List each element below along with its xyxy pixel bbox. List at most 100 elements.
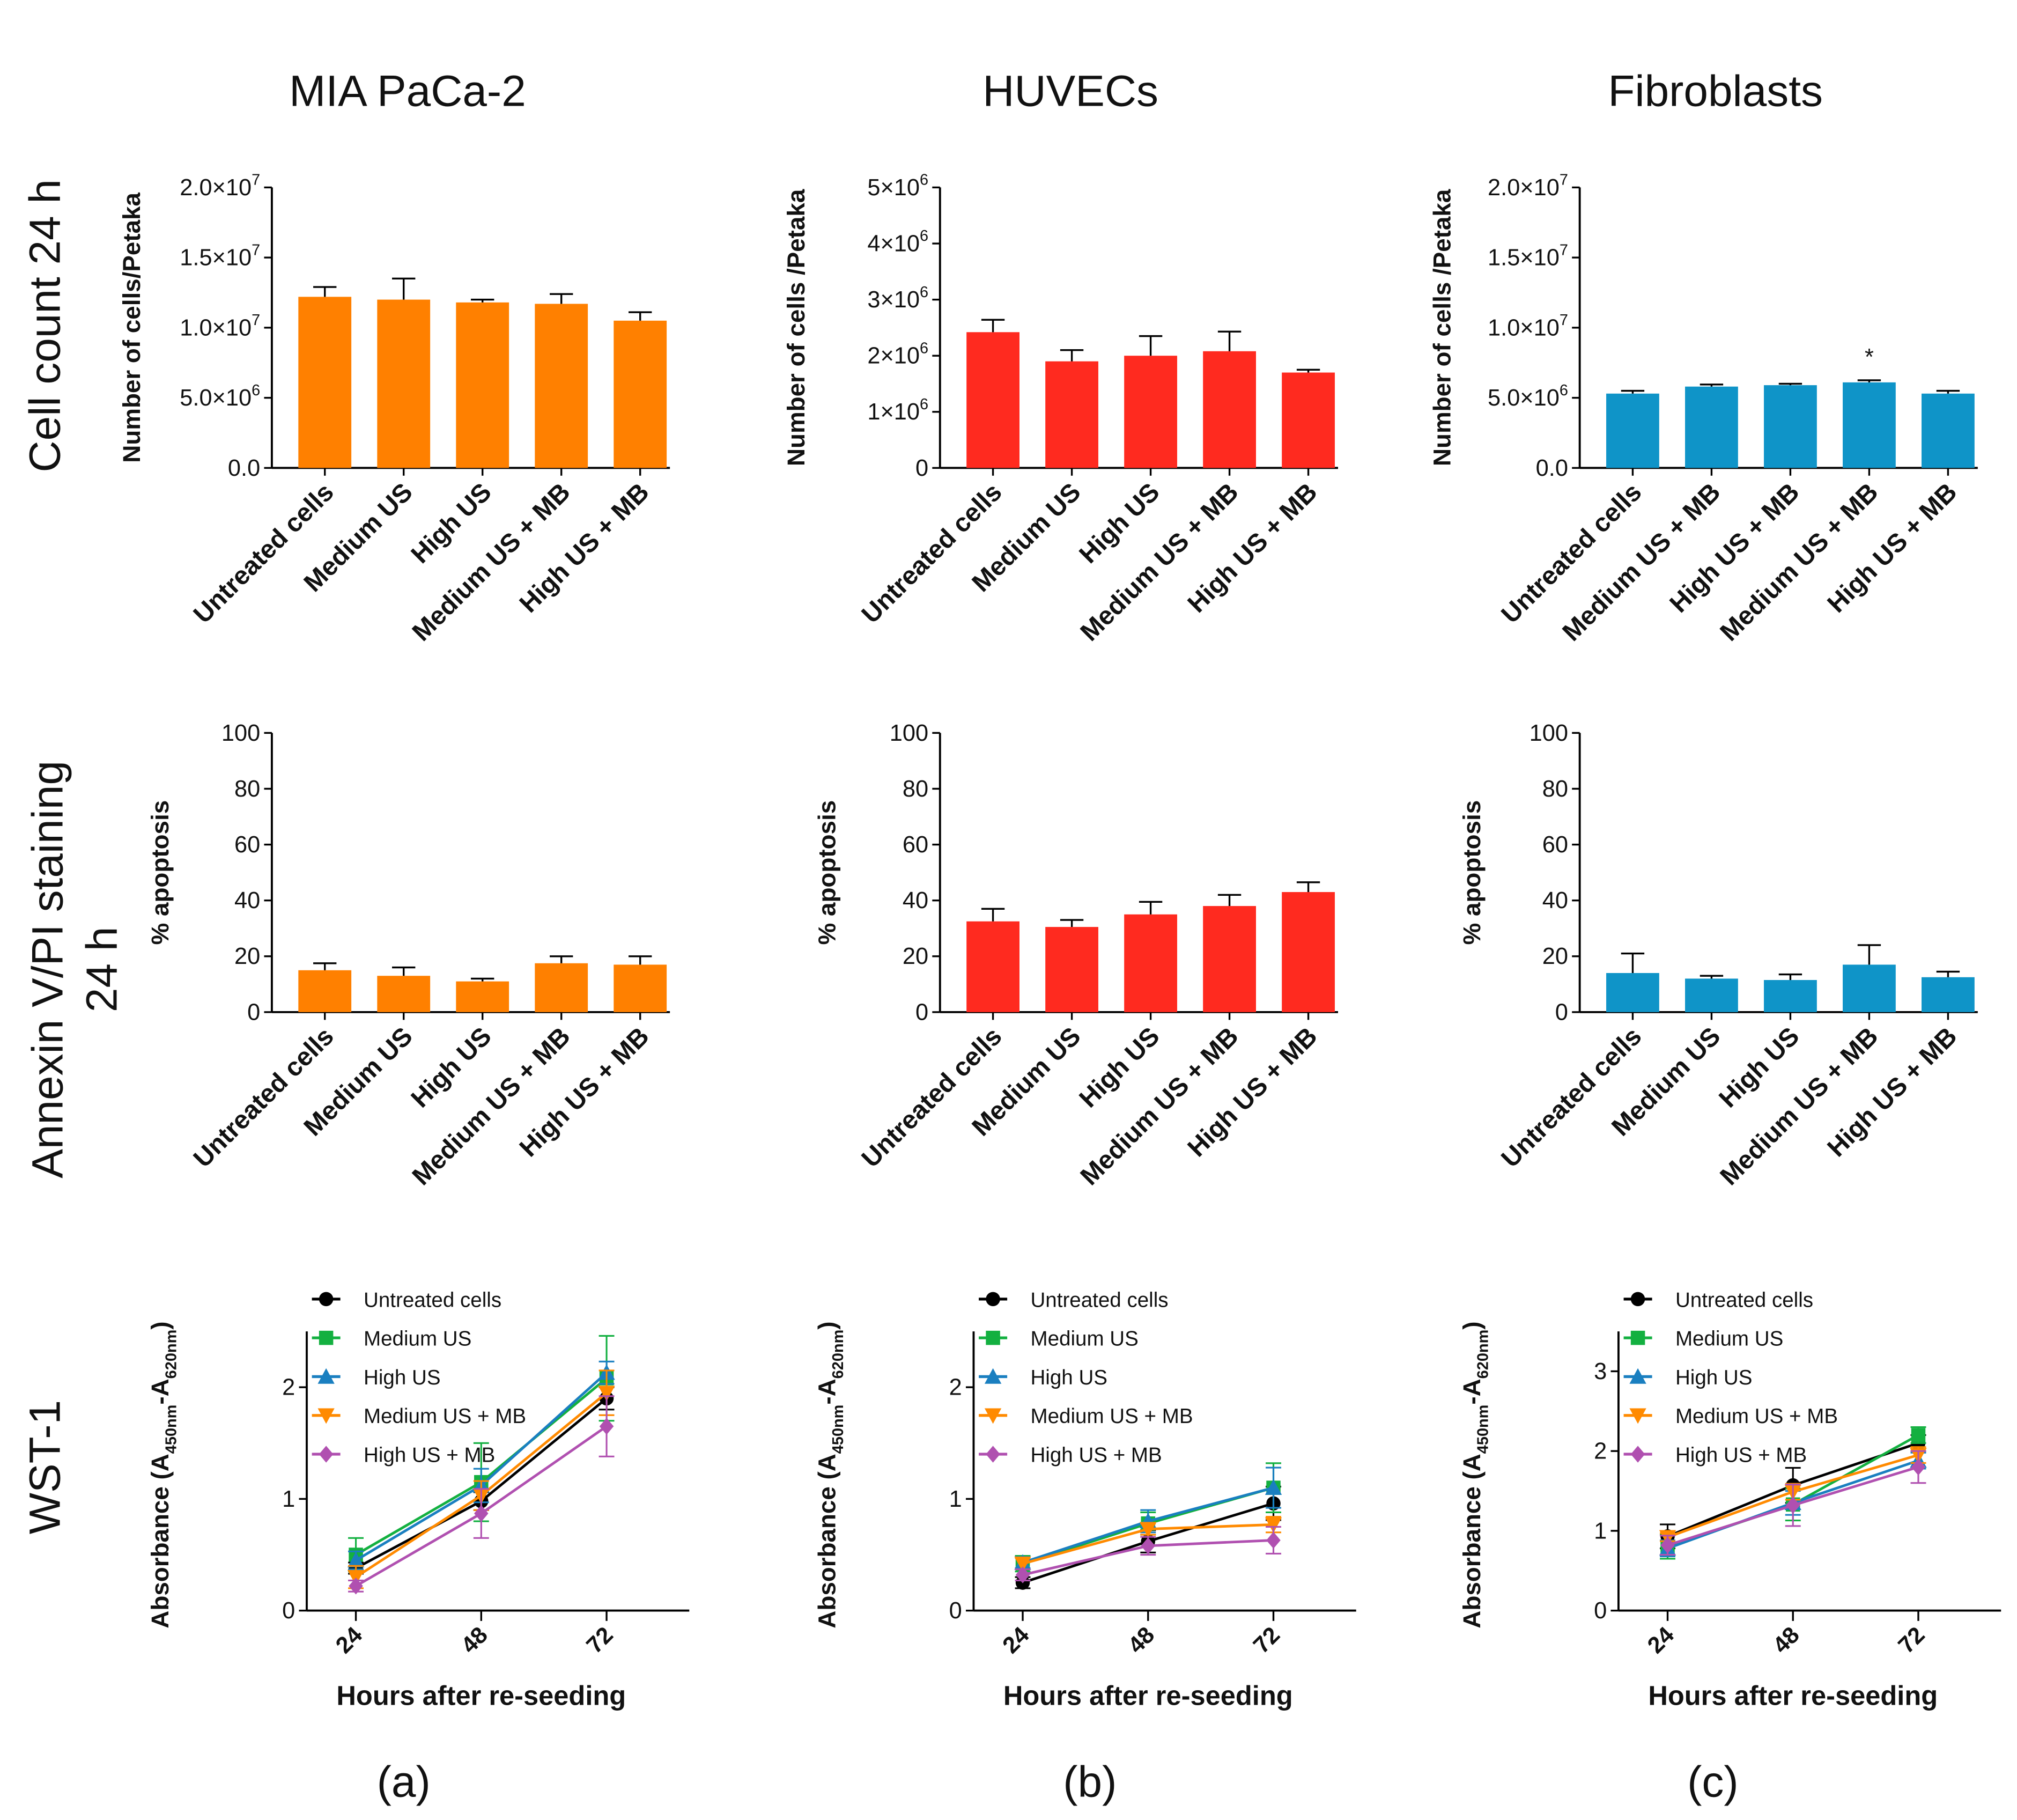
y-tick-label: 20 [234,944,260,969]
marker-diamond [474,1505,489,1522]
legend-label: High US + MB [1675,1443,1807,1467]
bar [377,299,431,468]
bar [1922,393,1975,468]
tick-base: 1.5×10 [1488,245,1560,271]
marker-triangle [347,1552,365,1568]
legend-label: Medium US [1675,1328,1783,1351]
bar [377,976,431,1012]
panel-letter-a: (a) [377,1758,431,1807]
tick-base: 0 [949,1598,962,1624]
marker-triangle-down [1629,1408,1646,1424]
bar [535,304,588,468]
x-tick-label: 24 [331,1622,367,1659]
tick-base: 0 [915,999,928,1025]
x-tick-label: 72 [1248,1622,1285,1659]
y-tick-label: 0 [282,1598,295,1624]
marker-triangle-down [598,1386,615,1402]
bar [298,297,352,468]
tick-exponent: 6 [920,396,928,413]
tick-base: 2×10 [867,343,920,369]
y-tick-label: 60 [1542,832,1568,858]
tick-base: 0.0 [228,455,260,481]
y-tick-label: 1.5×107 [180,241,260,270]
legend-label: High US + MB [364,1443,495,1467]
legend-item: High US + MB [1623,1443,1807,1467]
y-tick-label: 1.5×107 [1488,241,1568,270]
tick-exponent: 7 [1560,312,1568,329]
y-tick-label: 80 [903,776,928,802]
category-label: Untreated cells [188,1022,339,1173]
tick-exponent: 7 [252,312,260,329]
legend-item: Untreated cells [1623,1288,1813,1311]
tick-base: 100 [221,720,260,746]
y-axis-label: Number of cells /Petaka [1429,189,1456,466]
marker-triangle [1629,1368,1646,1384]
row-label-cell-count: Cell count 24 h [21,179,70,472]
bar [614,964,667,1012]
y-tick-label: 2 [949,1375,962,1401]
bar [1124,914,1177,1012]
tick-exponent: 7 [1560,172,1568,189]
tick-base: 80 [1542,776,1568,802]
legend-item: Medium US [979,1328,1139,1351]
bar [1203,906,1256,1012]
bar [1685,978,1738,1012]
x-tick-label: 48 [1123,1622,1159,1659]
marker-square [1911,1428,1926,1442]
row-label-wst: WST-1 [21,1400,70,1534]
x-tick-label: 72 [1893,1622,1930,1659]
x-axis-label: Hours after re-seeding [1648,1681,1938,1711]
tick-base: 60 [1542,832,1568,858]
column-title-fibroblasts: Fibroblasts [1608,67,1823,116]
y-tick-label: 0.0 [1536,455,1568,481]
panel-3-a: 0 1 2 Absorbance (A450nm-A620nm) 24 48 72 Hours… [146,1288,690,1711]
significance-mark: * [1865,344,1874,370]
y-axis-label: Number of cells/Petaka [118,193,145,463]
tick-base: 100 [1530,720,1568,746]
legend-item: Medium US + MB [312,1405,526,1428]
marker-diamond [986,1446,1000,1463]
tick-base: 0.0 [1536,455,1568,481]
y-tick-label: 2×106 [867,340,928,369]
tick-exponent: 7 [252,172,260,189]
panel-3-c: 0 1 2 3 Absorbance (A450nm-A620nm) 24 48 72 Hour… [1458,1288,2001,1711]
bar [614,320,667,468]
tick-base: 2.0×10 [180,175,252,201]
marker-triangle-down [1140,1522,1157,1538]
row-label-annexin-time: 24 h [78,927,127,1012]
legend-item: Untreated cells [312,1288,501,1311]
bar [1282,372,1335,468]
y-tick-label: 80 [1542,776,1568,802]
marker-circle [319,1292,334,1307]
x-tick-label: 48 [456,1622,493,1659]
panel-letter-c: (c) [1687,1758,1739,1807]
y-tick-label: 5.0×106 [180,382,260,411]
y-tick-label: 100 [890,720,928,746]
marker-circle [1630,1292,1645,1307]
legend-label: Medium US + MB [1030,1405,1193,1428]
y-tick-label: 5.0×106 [1488,382,1568,411]
marker-square [986,1330,1000,1345]
marker-diamond [1141,1537,1156,1554]
tick-base: 1.0×10 [180,315,252,341]
y-axis-label: Absorbance (A450nm-A620nm) [814,1321,847,1628]
bar [535,963,588,1012]
tick-base: 3 [1594,1359,1607,1384]
legend-label: High US [364,1366,441,1389]
tick-base: 40 [234,888,260,913]
y-tick-label: 0 [949,1598,962,1624]
tick-base: 1.5×10 [180,245,252,271]
y-tick-label: 3 [1594,1359,1607,1384]
y-axis-label: % apoptosis [146,800,174,945]
y-axis-label: Absorbance (A450nm-A620nm) [146,1321,180,1628]
y-tick-label: 5×106 [867,172,928,201]
tick-base: 5.0×10 [180,385,252,411]
x-tick-label: 72 [582,1622,618,1659]
marker-triangle [317,1368,335,1384]
x-axis-label: Hours after re-seeding [1003,1681,1293,1711]
tick-base: 5×10 [867,175,920,201]
legend-label: High US [1675,1366,1753,1389]
bar [1843,964,1896,1012]
category-label: Untreated cells [1496,477,1647,629]
